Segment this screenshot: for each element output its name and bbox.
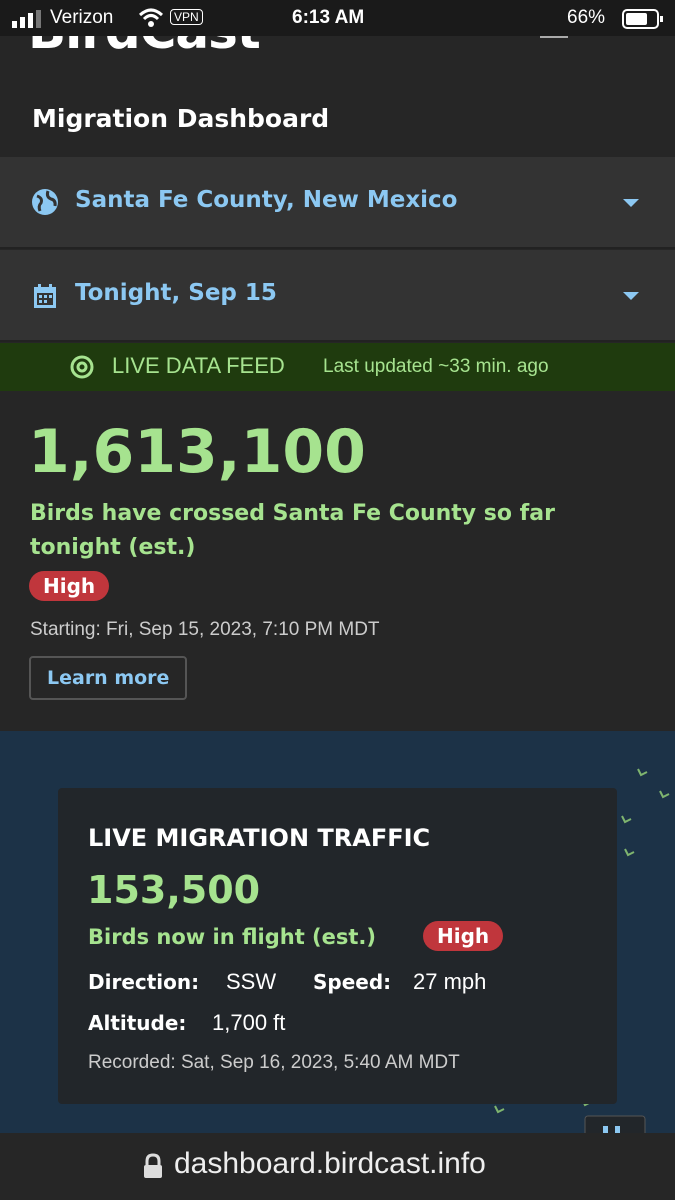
battery-icon bbox=[622, 9, 663, 29]
status-bar: Verizon VPN 6:13 AM 66% bbox=[0, 0, 675, 36]
live-icon bbox=[70, 355, 94, 379]
url-text: dashboard.birdcast.info bbox=[174, 1147, 486, 1180]
total-count: 1,613,100 bbox=[28, 417, 366, 487]
direction-value: SSW bbox=[226, 969, 277, 994]
live-label: LIVE DATA FEED bbox=[112, 353, 285, 378]
start-time: Starting: Fri, Sep 15, 2023, 7:10 PM MDT bbox=[30, 619, 380, 640]
date-text: Tonight, Sep 15 bbox=[75, 280, 277, 306]
location-select[interactable]: Santa Fe County, New Mexico bbox=[0, 157, 675, 249]
level-badge: High bbox=[29, 571, 110, 601]
total-description: Birds have crossed Santa Fe County so fa… bbox=[30, 501, 555, 560]
summary-panel: 1,613,100 Birds have crossed Santa Fe Co… bbox=[0, 391, 675, 731]
page-title: Migration Dashboard bbox=[32, 104, 330, 133]
traffic-card: LIVE MIGRATION TRAFFIC 153,500 Birds now… bbox=[58, 788, 617, 1104]
wifi-icon bbox=[138, 8, 164, 27]
lock-icon bbox=[144, 1153, 162, 1178]
battery-percent: 66% bbox=[567, 7, 606, 28]
recorded-time: Recorded: Sat, Sep 16, 2023, 5:40 AM MDT bbox=[88, 1052, 460, 1073]
traffic-title: LIVE MIGRATION TRAFFIC bbox=[88, 824, 431, 852]
direction-label: Direction: bbox=[88, 970, 200, 994]
live-feed-bar: LIVE DATA FEED Last updated ~33 min. ago bbox=[0, 343, 675, 391]
url-bar[interactable]: dashboard.birdcast.info bbox=[0, 1133, 675, 1200]
dropdown-caret bbox=[623, 199, 639, 207]
calendar-icon bbox=[34, 284, 56, 308]
header: BirdCast Migration Dashboard bbox=[0, 36, 675, 156]
map: LIVE MIGRATION TRAFFIC 153,500 Birds now… bbox=[0, 731, 675, 1133]
signal-icon bbox=[12, 10, 41, 28]
location-text: Santa Fe County, New Mexico bbox=[75, 187, 458, 213]
date-select[interactable]: Tonight, Sep 15 bbox=[0, 250, 675, 342]
altitude-value: 1,700 ft bbox=[212, 1010, 286, 1035]
clock: 6:13 AM bbox=[292, 7, 365, 28]
vpn-badge: VPN bbox=[170, 9, 203, 25]
traffic-count: 153,500 bbox=[87, 868, 261, 912]
level-badge: High bbox=[423, 921, 504, 951]
traffic-description: Birds now in flight (est.) bbox=[88, 925, 377, 949]
last-updated: Last updated ~33 min. ago bbox=[323, 356, 549, 377]
menu-icon[interactable] bbox=[540, 36, 568, 38]
dropdown-caret bbox=[623, 292, 639, 300]
speed-label: Speed: bbox=[313, 970, 392, 994]
logo[interactable]: BirdCast bbox=[28, 36, 261, 60]
speed-value: 27 mph bbox=[413, 969, 487, 994]
learn-more-button[interactable]: Learn more bbox=[29, 656, 188, 700]
altitude-label: Altitude: bbox=[88, 1011, 187, 1035]
globe-icon bbox=[32, 189, 58, 215]
carrier: Verizon bbox=[50, 7, 114, 28]
